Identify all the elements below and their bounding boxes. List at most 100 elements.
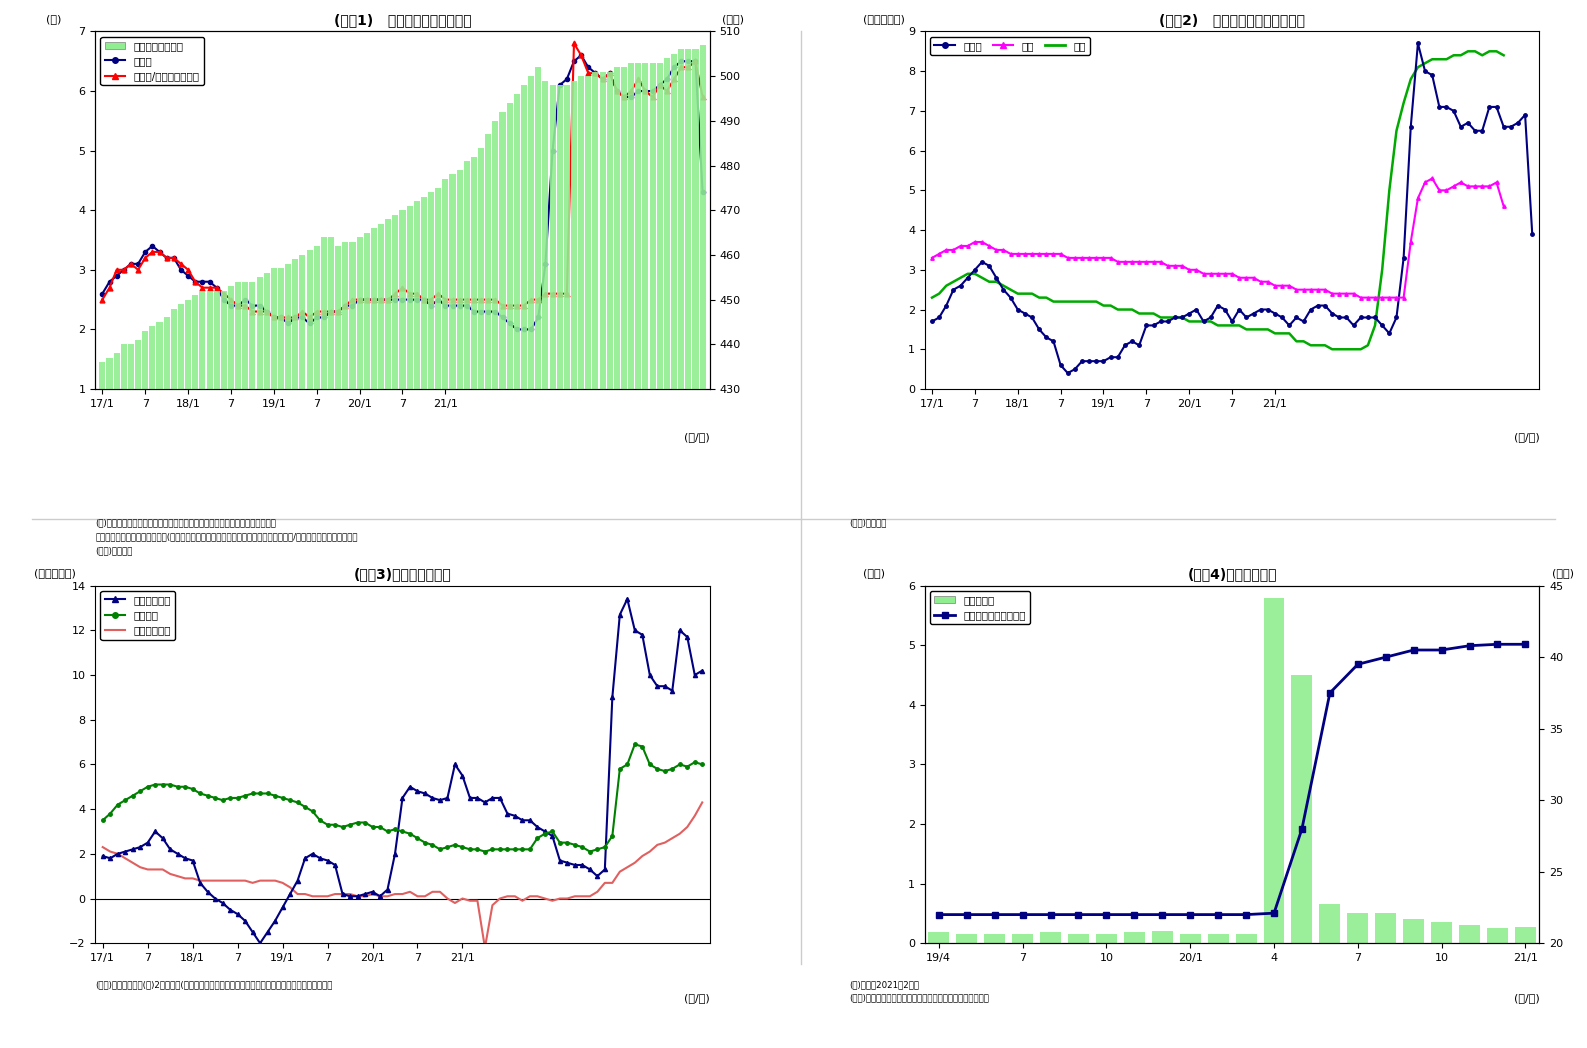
- Text: (資料)日本銀行: (資料)日本銀行: [95, 546, 133, 555]
- Bar: [649, 63, 655, 1048]
- Bar: [1516, 926, 1536, 943]
- Bar: [1403, 919, 1424, 943]
- Bar: [1097, 934, 1117, 943]
- Bar: [457, 170, 463, 1048]
- Legend: 大・中堅企業, 中小企業, 地方公共団体: 大・中堅企業, 中小企業, 地方公共団体: [100, 591, 176, 639]
- Bar: [1431, 922, 1452, 943]
- Bar: [521, 85, 527, 1048]
- Title: (図袆4)信用保証実績: (図袆4)信用保証実績: [1187, 568, 1278, 582]
- Text: (兆円): (兆円): [863, 568, 886, 578]
- Bar: [928, 933, 949, 943]
- Text: (年/月): (年/月): [1514, 994, 1539, 1003]
- Bar: [163, 318, 170, 1048]
- Bar: [492, 121, 498, 1048]
- Bar: [1039, 933, 1062, 943]
- Bar: [1068, 934, 1089, 943]
- Legend: 貸出残高（右軸）, 前年比, 前年比/特殊要因調整後: 貸出残高（右軸）, 前年比, 前年比/特殊要因調整後: [100, 37, 203, 85]
- Bar: [286, 264, 290, 1048]
- Text: (年/月): (年/月): [684, 994, 709, 1003]
- Bar: [292, 260, 298, 1048]
- Bar: [306, 250, 313, 1048]
- Bar: [643, 63, 649, 1048]
- Text: (資料)日本銀行: (資料)日本銀行: [849, 519, 887, 528]
- Bar: [386, 219, 392, 1048]
- Bar: [486, 134, 492, 1048]
- Bar: [1292, 675, 1312, 943]
- Bar: [500, 112, 506, 1048]
- Bar: [178, 304, 184, 1048]
- Text: (年/月): (年/月): [684, 432, 709, 442]
- Bar: [414, 201, 421, 1048]
- Bar: [549, 85, 555, 1048]
- Bar: [378, 223, 384, 1048]
- Bar: [663, 59, 670, 1048]
- Bar: [192, 296, 198, 1048]
- Bar: [506, 103, 513, 1048]
- Bar: [121, 345, 127, 1048]
- Bar: [314, 246, 319, 1048]
- Bar: [671, 53, 678, 1048]
- Bar: [135, 340, 141, 1048]
- Bar: [257, 278, 262, 1048]
- Bar: [635, 63, 641, 1048]
- Bar: [171, 308, 176, 1048]
- Bar: [321, 237, 327, 1048]
- Bar: [543, 81, 549, 1048]
- Bar: [214, 290, 219, 1048]
- Bar: [1152, 932, 1173, 943]
- Bar: [463, 161, 470, 1048]
- Bar: [1347, 914, 1368, 943]
- Bar: [149, 326, 156, 1048]
- Bar: [300, 255, 305, 1048]
- Bar: [557, 85, 563, 1048]
- Bar: [278, 268, 284, 1048]
- Bar: [1376, 914, 1397, 943]
- Bar: [243, 282, 248, 1048]
- Bar: [143, 331, 148, 1048]
- Bar: [614, 67, 621, 1048]
- Bar: [1487, 929, 1508, 943]
- Text: 特殊要因調整後の前年比＝(今月の調整後貸出残高－前年同月の調整前貸出残高）/前年同月の調整前貸出残高: 特殊要因調整後の前年比＝(今月の調整後貸出残高－前年同月の調整前貸出残高）/前年…: [95, 532, 357, 542]
- Bar: [628, 63, 635, 1048]
- Bar: [478, 148, 484, 1048]
- Bar: [571, 81, 578, 1048]
- Bar: [471, 156, 478, 1048]
- Bar: [1013, 934, 1033, 943]
- Bar: [114, 353, 119, 1048]
- Bar: [592, 71, 598, 1048]
- Text: (％): (％): [46, 15, 62, 24]
- Bar: [1179, 934, 1201, 943]
- Bar: [235, 282, 241, 1048]
- Bar: [335, 246, 341, 1048]
- Bar: [186, 300, 190, 1048]
- Bar: [271, 268, 276, 1048]
- Bar: [221, 290, 227, 1048]
- Bar: [449, 174, 455, 1048]
- Bar: [1319, 904, 1341, 943]
- Bar: [957, 934, 978, 943]
- Bar: [249, 282, 256, 1048]
- Bar: [586, 77, 592, 1048]
- Bar: [363, 233, 370, 1048]
- Bar: [621, 67, 627, 1048]
- Bar: [406, 205, 413, 1048]
- Text: (前年比、％): (前年比、％): [863, 15, 905, 24]
- Text: (兆円): (兆円): [1552, 568, 1574, 578]
- Bar: [563, 85, 570, 1048]
- Bar: [206, 290, 213, 1048]
- Bar: [678, 49, 684, 1048]
- Text: (前年比、％): (前年比、％): [33, 568, 76, 578]
- Bar: [435, 188, 441, 1048]
- Bar: [1236, 934, 1257, 943]
- Bar: [392, 215, 398, 1048]
- Legend: 都銀等, 地銀, 信金: 都銀等, 地銀, 信金: [930, 37, 1090, 54]
- Bar: [700, 45, 706, 1048]
- Bar: [443, 179, 449, 1048]
- Bar: [600, 71, 606, 1048]
- Bar: [1208, 934, 1228, 943]
- Text: (資料)全国信用保証協会連合会よりニッセイ基礎研究所作成: (資料)全国信用保証協会連合会よりニッセイ基礎研究所作成: [849, 994, 989, 1003]
- Bar: [578, 77, 584, 1048]
- Text: (注)直近は2021年2月分: (注)直近は2021年2月分: [849, 980, 919, 989]
- Bar: [229, 286, 233, 1048]
- Bar: [686, 49, 692, 1048]
